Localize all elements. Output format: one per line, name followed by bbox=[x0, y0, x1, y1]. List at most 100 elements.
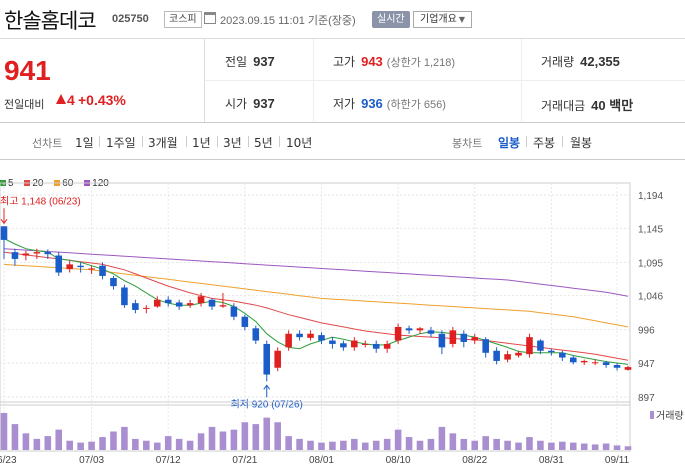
company-overview-button[interactable]: 기업개요 ▼ bbox=[413, 11, 472, 28]
stock-header: 한솔홈데코 025750 코스피 2023.09.15 11:01 기준(장중)… bbox=[0, 0, 685, 38]
volume-bar bbox=[55, 429, 63, 450]
volume-bar bbox=[219, 431, 227, 450]
volume-bar bbox=[580, 443, 588, 450]
y-tick-label: 1,046 bbox=[638, 292, 663, 303]
volume-bar bbox=[340, 440, 347, 450]
volume-bar bbox=[493, 438, 500, 450]
candle-body bbox=[33, 252, 41, 254]
volume-plot-frame bbox=[0, 401, 631, 452]
volume-bar bbox=[602, 443, 610, 450]
trade-amount-stat: 거래대금 40 백만 bbox=[541, 98, 634, 113]
volume-bar bbox=[515, 442, 522, 450]
x-tick-label: 07/21 bbox=[232, 455, 257, 466]
period-toolbar: 선차트 1일 1주일 3개월 1년 3년 5년 10년 봉차트 일봉 주봉 월봉 bbox=[0, 122, 685, 160]
candlestick-chart[interactable]: 5 20 60 120 1,194 1,145 1,095 1,046 996 947 89… bbox=[0, 160, 685, 476]
candle-body bbox=[0, 226, 8, 240]
volume-bar bbox=[110, 431, 117, 450]
volume-bar bbox=[537, 440, 544, 450]
candle-body bbox=[471, 337, 479, 341]
x-tick-label: 08/22 bbox=[462, 455, 487, 466]
realtime-button[interactable]: 실시간 bbox=[372, 11, 410, 28]
period-3y[interactable]: 3년 bbox=[223, 136, 242, 150]
candle-body bbox=[449, 330, 457, 344]
price-summary: 941 전일대비 4 +0.43% 전일 937 고가 943 (상한가 1,218)… bbox=[0, 38, 685, 123]
chevron-down-icon: ▼ bbox=[458, 15, 465, 24]
candle-body bbox=[296, 333, 303, 338]
candle-body bbox=[361, 343, 369, 345]
volume-bar bbox=[132, 438, 139, 450]
volume-bar bbox=[153, 442, 161, 450]
candle-body bbox=[329, 340, 336, 344]
volume-bar bbox=[548, 442, 555, 450]
high-arrowhead-icon bbox=[0, 218, 8, 225]
open-stat: 시가 937 bbox=[225, 96, 275, 111]
volume-bar bbox=[99, 437, 106, 450]
period-5y[interactable]: 5년 bbox=[254, 136, 273, 150]
candle-body bbox=[383, 343, 391, 349]
candle-body bbox=[186, 303, 194, 306]
stock-name: 한솔홈데코 bbox=[4, 9, 97, 33]
volume-bar bbox=[88, 441, 95, 450]
x-tick-label: 09/11 bbox=[605, 455, 630, 466]
period-1w[interactable]: 1주일 bbox=[106, 136, 136, 150]
volume-bar bbox=[274, 422, 281, 450]
volume-stat: 거래량 42,355 bbox=[541, 54, 620, 69]
volume-bar bbox=[438, 426, 446, 450]
volume-bar bbox=[241, 422, 249, 450]
volume-bar bbox=[252, 424, 260, 450]
candle-body bbox=[482, 339, 489, 353]
volume-bar bbox=[77, 442, 84, 450]
candle-weekly[interactable]: 주봉 bbox=[533, 136, 556, 150]
low-annotation: 최저 920 (07/26) bbox=[231, 398, 303, 410]
high-stat: 고가 943 (상한가 1,218) bbox=[333, 54, 456, 69]
candle-daily[interactable]: 일봉 bbox=[498, 136, 521, 150]
candle-body bbox=[208, 299, 216, 307]
period-10y[interactable]: 10년 bbox=[286, 136, 313, 150]
volume-bar bbox=[416, 440, 424, 450]
candle-body bbox=[197, 296, 205, 304]
volume-bar bbox=[143, 440, 150, 450]
y-tick-label: 947 bbox=[638, 359, 655, 370]
period-3m[interactable]: 3개월 bbox=[148, 136, 178, 150]
market-badge: 코스피 bbox=[164, 11, 202, 28]
candle-body bbox=[613, 365, 621, 368]
candle-body bbox=[591, 362, 599, 364]
ma-line-5 bbox=[3, 238, 629, 365]
period-1d[interactable]: 1일 bbox=[75, 136, 94, 150]
volume-bar bbox=[175, 438, 183, 450]
ma-line-120 bbox=[3, 248, 629, 297]
volume-bar bbox=[33, 438, 41, 450]
candle-body bbox=[537, 340, 544, 351]
volume-legend-swatch bbox=[650, 411, 654, 419]
candle-body bbox=[143, 307, 150, 309]
candle-body bbox=[504, 354, 511, 360]
x-tick-label: 08/31 bbox=[539, 455, 564, 466]
candle-body bbox=[175, 302, 183, 307]
candle-body bbox=[405, 328, 413, 331]
candle-body bbox=[285, 333, 292, 348]
volume-bar bbox=[482, 436, 489, 450]
low-arrowhead-icon bbox=[263, 384, 271, 390]
candle-body bbox=[602, 362, 610, 366]
candle-monthly[interactable]: 월봉 bbox=[570, 136, 593, 150]
candle-body bbox=[416, 328, 424, 331]
candle-body bbox=[55, 255, 63, 273]
candle-body bbox=[624, 367, 632, 370]
volume-bar bbox=[307, 440, 314, 450]
y-tick-label: 897 bbox=[638, 393, 655, 404]
candle-body bbox=[274, 350, 281, 368]
low-stat: 저가 936 (하한가 656) bbox=[333, 96, 446, 111]
price-plot-frame bbox=[0, 182, 631, 406]
company-overview-label: 기업개요 bbox=[420, 14, 457, 25]
period-1y[interactable]: 1년 bbox=[192, 136, 211, 150]
stock-code: 025750 bbox=[112, 13, 149, 25]
candle-body bbox=[230, 306, 238, 317]
candle-body bbox=[427, 330, 435, 334]
candle-body bbox=[22, 253, 30, 256]
candle-body bbox=[121, 287, 128, 306]
candle-body bbox=[526, 337, 533, 355]
volume-bar bbox=[66, 440, 73, 450]
candle-body bbox=[110, 277, 117, 287]
volume-bar bbox=[22, 433, 30, 450]
candle-body bbox=[241, 316, 249, 327]
